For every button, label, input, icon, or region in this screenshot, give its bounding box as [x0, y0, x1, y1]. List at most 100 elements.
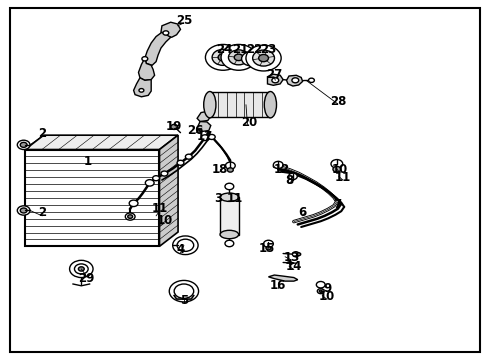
Text: 21: 21 — [232, 42, 248, 55]
Circle shape — [17, 140, 30, 149]
Circle shape — [289, 173, 297, 180]
Circle shape — [125, 213, 135, 220]
Circle shape — [292, 78, 299, 83]
Polygon shape — [159, 135, 178, 246]
Bar — [25, 149, 159, 246]
Polygon shape — [161, 22, 180, 37]
Circle shape — [331, 159, 343, 168]
Circle shape — [228, 50, 249, 65]
Polygon shape — [287, 75, 303, 86]
Text: 15: 15 — [259, 242, 275, 255]
Circle shape — [212, 49, 234, 66]
Text: 2: 2 — [38, 127, 46, 140]
Text: 25: 25 — [176, 14, 192, 27]
Circle shape — [78, 267, 84, 271]
Circle shape — [266, 246, 271, 250]
Text: 23: 23 — [260, 42, 276, 55]
Polygon shape — [269, 275, 298, 281]
Circle shape — [128, 215, 133, 219]
Circle shape — [227, 168, 233, 172]
Bar — [220, 197, 239, 234]
Circle shape — [172, 236, 198, 255]
Circle shape — [161, 171, 168, 176]
Circle shape — [273, 161, 283, 168]
Circle shape — [297, 253, 301, 256]
Circle shape — [205, 44, 241, 70]
Circle shape — [139, 89, 144, 92]
Circle shape — [171, 125, 177, 130]
Circle shape — [246, 55, 256, 62]
Text: 10: 10 — [319, 290, 335, 303]
Text: 10: 10 — [332, 163, 348, 176]
Circle shape — [177, 160, 184, 165]
Text: 24: 24 — [216, 42, 233, 55]
Circle shape — [272, 78, 279, 83]
Circle shape — [146, 180, 154, 186]
Text: 2: 2 — [38, 207, 46, 220]
Circle shape — [317, 282, 325, 288]
Circle shape — [242, 51, 261, 66]
Circle shape — [319, 290, 322, 292]
Text: 7: 7 — [333, 198, 341, 211]
Circle shape — [20, 208, 27, 213]
Circle shape — [218, 54, 228, 61]
Text: 3: 3 — [214, 192, 222, 205]
Text: 20: 20 — [241, 116, 257, 129]
Polygon shape — [25, 135, 178, 149]
Text: 1: 1 — [84, 155, 92, 168]
Text: 16: 16 — [270, 279, 287, 292]
Text: 17: 17 — [197, 130, 213, 143]
Circle shape — [221, 44, 256, 70]
Circle shape — [129, 200, 138, 207]
Text: 14: 14 — [286, 260, 302, 273]
Text: 19: 19 — [166, 120, 182, 133]
Circle shape — [208, 134, 215, 139]
Ellipse shape — [220, 193, 239, 201]
Circle shape — [20, 142, 27, 147]
Polygon shape — [197, 111, 211, 122]
Circle shape — [74, 264, 88, 274]
Text: 9: 9 — [323, 282, 331, 295]
Circle shape — [153, 176, 159, 181]
Circle shape — [174, 284, 194, 298]
Circle shape — [293, 252, 299, 257]
Circle shape — [142, 57, 148, 61]
Ellipse shape — [264, 91, 276, 118]
Text: 11: 11 — [335, 171, 351, 184]
Text: 28: 28 — [330, 95, 346, 108]
Text: 11: 11 — [151, 202, 168, 215]
Circle shape — [264, 240, 273, 247]
Text: 4: 4 — [176, 243, 185, 256]
Circle shape — [17, 206, 30, 215]
Circle shape — [309, 78, 315, 82]
Circle shape — [253, 50, 274, 66]
Text: 26: 26 — [187, 124, 203, 137]
Circle shape — [225, 240, 234, 247]
Circle shape — [225, 183, 234, 190]
Circle shape — [70, 260, 93, 278]
Circle shape — [246, 45, 281, 71]
Circle shape — [201, 135, 209, 140]
Circle shape — [169, 280, 198, 302]
Circle shape — [177, 239, 194, 251]
Circle shape — [318, 289, 324, 294]
Polygon shape — [134, 78, 151, 97]
Bar — [210, 92, 270, 117]
Text: 13: 13 — [283, 251, 299, 264]
Text: 12: 12 — [273, 163, 290, 176]
Polygon shape — [139, 58, 155, 80]
Text: 6: 6 — [298, 207, 307, 220]
Text: 11: 11 — [227, 192, 244, 205]
Text: 27: 27 — [266, 68, 282, 81]
Circle shape — [234, 54, 243, 60]
Text: 29: 29 — [78, 272, 95, 285]
Circle shape — [185, 154, 192, 159]
Ellipse shape — [220, 230, 239, 239]
Circle shape — [163, 31, 169, 35]
Polygon shape — [197, 122, 211, 132]
Text: 22: 22 — [245, 42, 262, 55]
Text: 8: 8 — [285, 174, 293, 187]
Text: 18: 18 — [211, 163, 228, 176]
Text: 5: 5 — [180, 294, 188, 307]
Polygon shape — [145, 32, 171, 65]
